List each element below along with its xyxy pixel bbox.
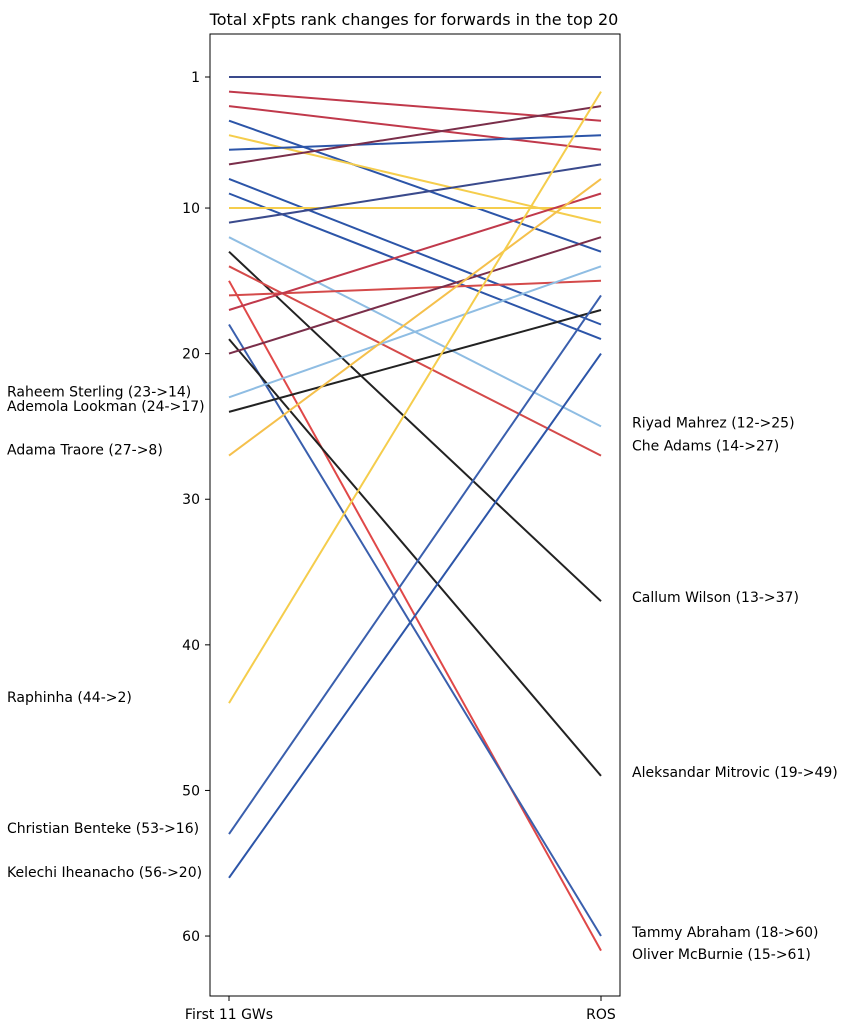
x-axis: First 11 GWs ROS	[185, 996, 616, 1023]
series-line	[228, 90, 602, 122]
series-line	[228, 294, 602, 835]
series-line	[228, 338, 602, 777]
x-tick-label: First 11 GWs	[185, 1007, 273, 1023]
y-tick-label: 40	[182, 638, 200, 654]
series-line	[228, 265, 602, 399]
series-line	[228, 279, 602, 297]
series-line	[228, 309, 602, 413]
series-line	[228, 323, 602, 937]
right-annotation: Aleksandar Mitrovic (19->49)	[632, 765, 838, 781]
x-tick-label: ROS	[586, 1007, 616, 1023]
left-annotation: Kelechi Iheanacho (56->20)	[7, 865, 202, 881]
left-annotation: Christian Benteke (53->16)	[7, 821, 199, 837]
series-line	[228, 163, 602, 224]
y-axis: 1 10 20 30 40 50 60	[182, 70, 210, 945]
right-annotations: Riyad Mahrez (12->25) Che Adams (14->27) C…	[631, 415, 838, 963]
y-tick-label: 10	[182, 201, 200, 217]
series-line	[228, 105, 602, 166]
series-line	[228, 134, 602, 151]
left-annotations: Raheem Sterling (23->14)Ademola Lookman …	[7, 384, 205, 881]
series-line	[228, 178, 602, 457]
series-line	[228, 192, 602, 341]
right-annotation: Che Adams (14->27)	[632, 439, 779, 455]
y-tick-label: 1	[191, 70, 200, 86]
series-line	[228, 250, 602, 602]
right-annotation: Callum Wilson (13->37)	[632, 590, 799, 606]
series-line	[228, 353, 602, 879]
series-line	[228, 192, 602, 311]
right-annotation: Tammy Abraham (18->60)	[631, 925, 819, 941]
plot-frame	[209, 33, 621, 997]
left-annotation: Raphinha (44->2)	[7, 690, 132, 706]
series-lines	[228, 76, 602, 952]
left-annotation: Raheem Sterling (23->14)	[7, 384, 191, 400]
chart-title: Total xFpts rank changes for forwards in…	[209, 10, 619, 29]
y-tick-label: 20	[182, 347, 200, 363]
series-line	[228, 105, 602, 151]
series-line	[228, 119, 602, 253]
y-tick-label: 60	[182, 929, 200, 945]
left-annotation: Ademola Lookman (24->17)	[7, 399, 205, 415]
right-annotation: Riyad Mahrez (12->25)	[632, 415, 795, 431]
left-annotation: Adama Traore (27->8)	[7, 443, 163, 459]
right-annotation: Oliver McBurnie (15->61)	[632, 947, 811, 963]
series-line	[228, 236, 602, 355]
y-tick-label: 30	[182, 492, 200, 508]
series-line	[228, 91, 602, 704]
y-tick-label: 50	[182, 783, 200, 799]
